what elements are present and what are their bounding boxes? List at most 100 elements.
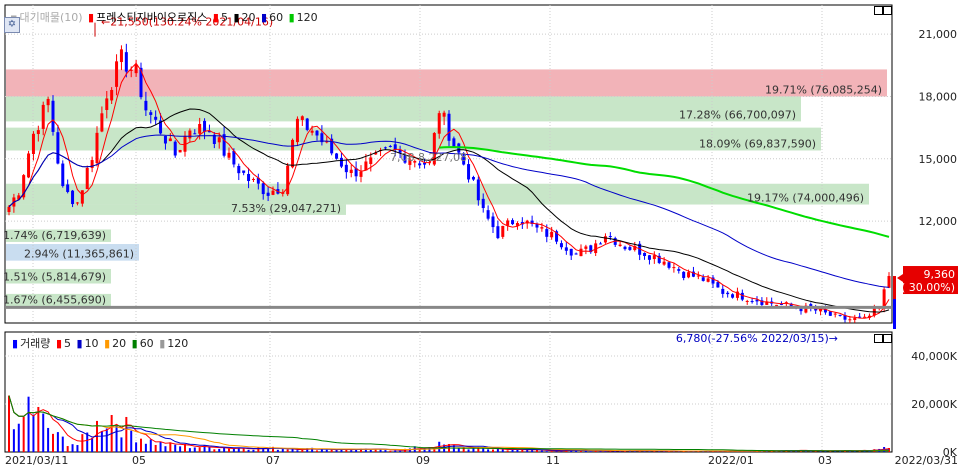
- volume-bar: [477, 446, 480, 452]
- candle-body: [643, 252, 647, 256]
- volume-bar: [320, 448, 323, 452]
- candle-body: [833, 313, 837, 315]
- candle-body: [75, 202, 79, 204]
- volume-bar: [584, 450, 587, 452]
- volume-bar: [492, 449, 494, 452]
- volume-ma-60: [8, 395, 889, 452]
- candle-body: [354, 168, 358, 177]
- volume-panel-minimize-icon[interactable]: [874, 334, 883, 343]
- legend-ma5-marker: ▮: [212, 11, 219, 24]
- volume-bar: [526, 449, 529, 452]
- candle-body: [232, 150, 236, 165]
- volume-tick-label: 20,000K: [911, 398, 957, 411]
- volume-bar: [589, 451, 592, 452]
- volume-bar: [296, 450, 299, 452]
- candle-body: [85, 168, 89, 190]
- volume-bar: [27, 396, 30, 452]
- candle-body: [154, 116, 158, 120]
- candle-body: [193, 133, 197, 135]
- volume-bar: [599, 450, 602, 452]
- candle-body: [799, 307, 803, 312]
- volume-bar: [653, 450, 656, 452]
- candle-body: [403, 155, 407, 163]
- candle-body: [501, 225, 505, 237]
- candle-body: [559, 243, 563, 248]
- vol-ma60: 60: [139, 337, 154, 350]
- vol-ma10-marker: ▮: [76, 337, 83, 350]
- candle-body: [46, 98, 50, 106]
- volume-bar: [306, 448, 309, 452]
- volume-legend-marker: ▮: [12, 337, 19, 350]
- candle-body: [423, 162, 427, 165]
- candle-body: [237, 165, 241, 174]
- candle-body: [178, 149, 182, 153]
- candle-body: [129, 69, 133, 71]
- volume-bar: [687, 451, 690, 452]
- volume-bar: [472, 447, 475, 452]
- volume-profile-band: [6, 204, 346, 215]
- candle-body: [325, 141, 329, 143]
- volume-bar: [47, 427, 50, 452]
- legend-ma120-marker: ▮: [288, 11, 295, 24]
- candle-body: [300, 116, 304, 120]
- candle-body: [506, 220, 510, 226]
- price-range-bar-down: [893, 299, 896, 329]
- candle-body: [804, 305, 808, 313]
- volume-profile-band: [6, 244, 139, 261]
- legend-stock-label: 대기매물(10): [19, 11, 83, 24]
- volume-bar: [130, 430, 133, 452]
- candle-body: [574, 253, 578, 255]
- price-panel-maximize-icon[interactable]: [883, 6, 892, 15]
- candle-body: [393, 144, 397, 150]
- candle-body: [491, 216, 495, 228]
- candle-body: [687, 272, 691, 278]
- volume-bar: [301, 449, 304, 452]
- volume-bar: [814, 450, 817, 452]
- candle-body: [374, 152, 378, 155]
- moving-average-5: [8, 62, 890, 319]
- candle-body: [775, 304, 779, 306]
- volume-profile-label: 2.94% (11,365,861): [24, 248, 134, 261]
- volume-profile-band: [6, 69, 887, 97]
- candle-body: [843, 315, 847, 320]
- volume-bar: [594, 450, 597, 452]
- candle-body: [349, 169, 353, 174]
- candle-body: [383, 147, 387, 149]
- candle-body: [388, 145, 392, 147]
- legend-ma5: 5: [220, 11, 228, 24]
- volume-bar: [188, 448, 191, 452]
- candle-body: [168, 138, 172, 142]
- candle-body: [701, 277, 705, 281]
- candle-body: [159, 120, 163, 134]
- vol-ma120: 120: [167, 337, 189, 350]
- price-panel-minimize-icon[interactable]: [874, 6, 883, 15]
- volume-panel-maximize-icon[interactable]: [883, 334, 892, 343]
- candle-body: [731, 294, 735, 298]
- volume-bar: [262, 448, 265, 452]
- candle-body: [80, 190, 84, 204]
- candle-body: [369, 157, 373, 164]
- volume-bar: [184, 444, 186, 452]
- volume-bar: [360, 448, 362, 452]
- volume-bar: [433, 447, 436, 452]
- candle-body: [652, 255, 656, 260]
- volume-bar: [257, 447, 260, 452]
- volume-bar: [144, 443, 147, 452]
- volume-profile-label: 19.71% (76,085,254): [765, 83, 882, 96]
- candle-body: [535, 223, 539, 228]
- candle-body: [779, 304, 783, 306]
- date-end-label: 2022/03/31: [895, 454, 958, 467]
- volume-bar: [638, 450, 641, 452]
- volume-bar: [853, 451, 856, 452]
- candle-body: [853, 317, 857, 320]
- candle-body: [564, 247, 568, 251]
- candle-body: [657, 255, 661, 263]
- price-tick-label: 21,000: [919, 28, 958, 41]
- volume-bar: [335, 449, 338, 452]
- candle-body: [511, 220, 515, 225]
- candle-body: [207, 130, 211, 133]
- chart-settings-icon[interactable]: ✡: [4, 17, 20, 33]
- candle-body: [90, 160, 94, 169]
- volume-profile-band: [6, 96, 801, 122]
